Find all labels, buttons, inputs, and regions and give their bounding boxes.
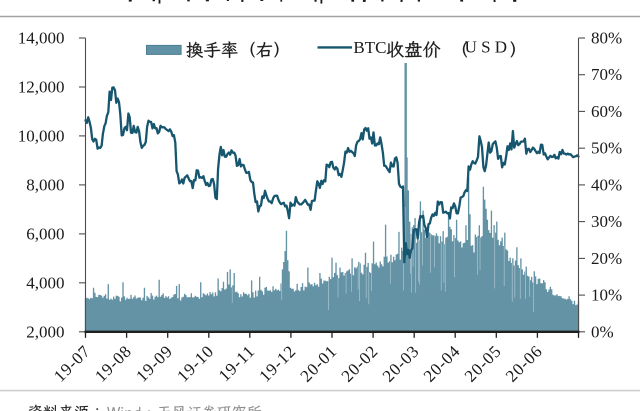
svg-text:6,000: 6,000 <box>26 224 64 243</box>
svg-text:60%: 60% <box>591 102 622 121</box>
svg-text:0%: 0% <box>591 322 614 341</box>
svg-text:20%: 20% <box>591 249 622 268</box>
svg-text:50%: 50% <box>591 139 622 158</box>
svg-text:70%: 70% <box>591 65 622 84</box>
svg-text:2,000: 2,000 <box>26 322 64 341</box>
svg-text:80%: 80% <box>591 29 622 48</box>
svg-text:USD: USD <box>465 38 512 57</box>
svg-text:8,000: 8,000 <box>26 175 64 194</box>
svg-text:BTC: BTC <box>353 38 386 57</box>
svg-text:4,000: 4,000 <box>26 273 64 292</box>
svg-text:30%: 30% <box>591 212 622 231</box>
svg-text:10%: 10% <box>591 286 622 305</box>
svg-text:12,000: 12,000 <box>18 78 65 97</box>
svg-text:14,000: 14,000 <box>18 29 65 48</box>
svg-text:10,000: 10,000 <box>18 126 65 145</box>
svg-text:40%: 40% <box>591 175 622 194</box>
